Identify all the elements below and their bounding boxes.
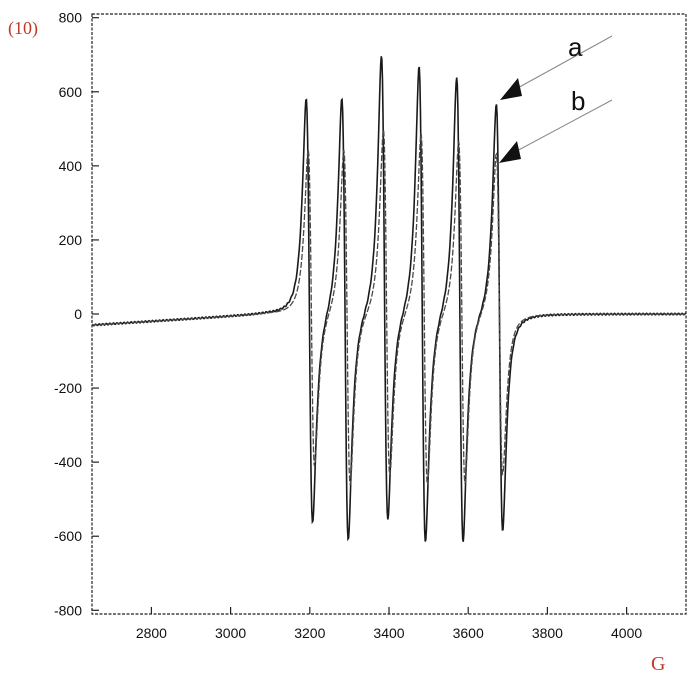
y-tick-label: -800: [54, 602, 82, 618]
series-group: [91, 56, 687, 542]
axes: 800 600 400 200 0 -200 -400 -600 -800 2800 3000 320…: [54, 10, 687, 641]
y-tick-label: -400: [54, 454, 82, 470]
series-labels: ab: [499, 32, 613, 163]
arrow-head-icon: [500, 78, 522, 100]
y-tick-label: 200: [59, 232, 83, 248]
series-label-b: b: [571, 86, 585, 116]
figure-label: (10): [8, 18, 38, 39]
y-tick-label: 600: [59, 84, 83, 100]
y-tick-label: 400: [59, 158, 83, 174]
x-tick-label: 4000: [611, 625, 642, 641]
x-unit-label: G: [651, 653, 665, 675]
pointer-line: [513, 35, 613, 91]
series-line-b: [91, 127, 686, 486]
series-label-a: a: [568, 32, 583, 62]
y-tick-label: -200: [54, 380, 82, 396]
y-tick-label: -600: [54, 528, 82, 544]
y-tick-label: 0: [74, 306, 82, 322]
arrow-head-icon: [499, 141, 521, 163]
pointer-line: [512, 99, 613, 154]
y-tick-label: 800: [59, 10, 83, 26]
x-tick-label: 3600: [453, 625, 484, 641]
x-tick-label: 3400: [373, 625, 404, 641]
x-tick-label: 3800: [532, 625, 563, 641]
x-tick-label: 2800: [136, 625, 167, 641]
x-tick-label: 3200: [294, 625, 325, 641]
x-tick-label: 3000: [215, 625, 246, 641]
